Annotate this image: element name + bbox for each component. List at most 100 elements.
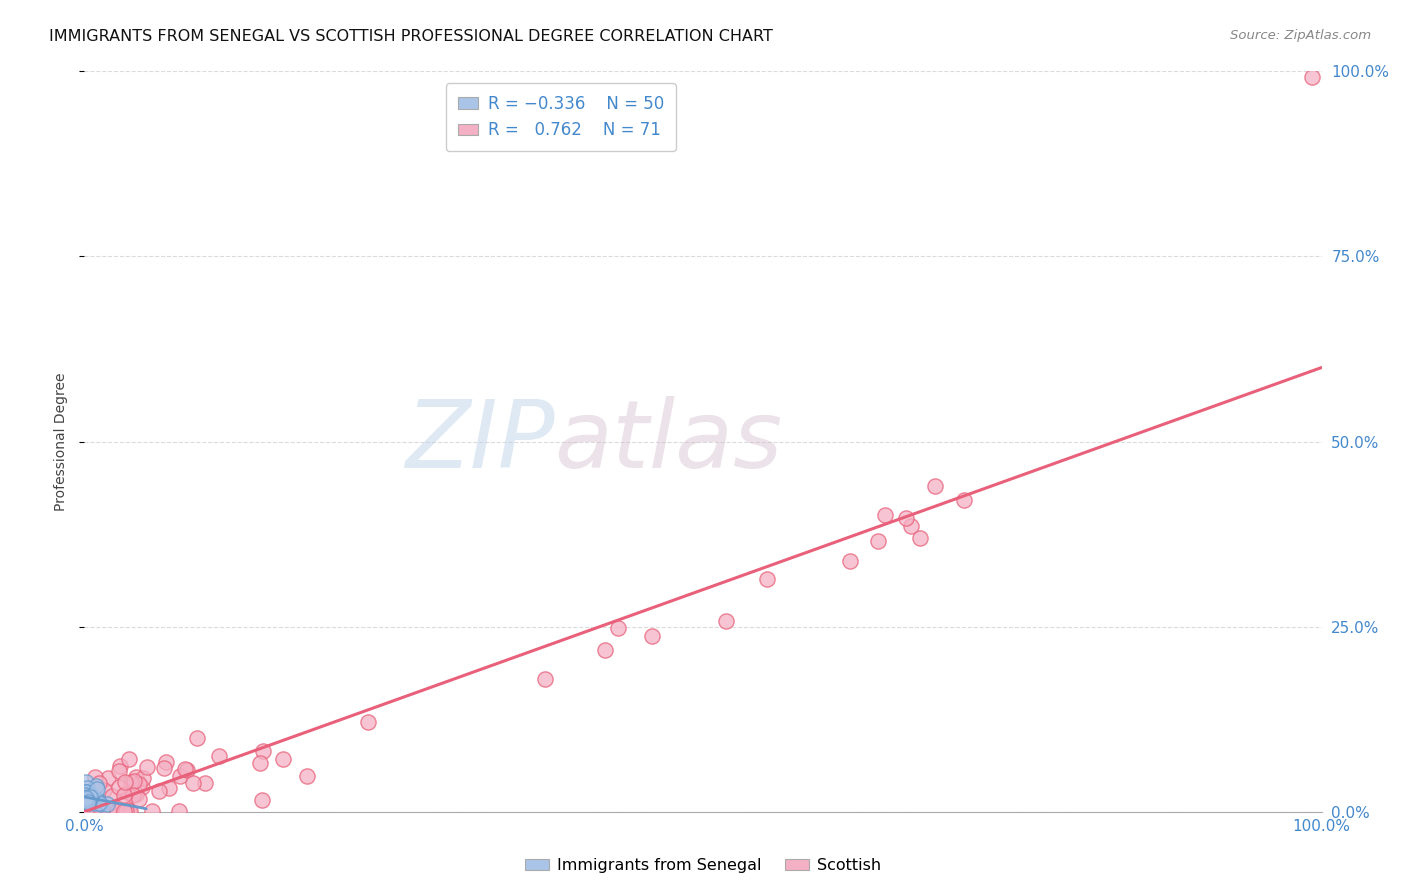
Point (136, 760, 159, 774)
Point (121, 788, 143, 802)
Point (87, 796, 110, 810)
Text: IMMIGRANTS FROM SENEGAL VS SCOTTISH PROFESSIONAL DEGREE CORRELATION CHART: IMMIGRANTS FROM SENEGAL VS SCOTTISH PROF… (49, 29, 773, 44)
Point (128, 777, 150, 791)
Point (80, 789, 103, 804)
Point (900, 518, 922, 533)
Point (76, 791, 98, 805)
Point (1301, 70, 1323, 85)
Point (83, 797, 105, 811)
Point (924, 479, 946, 493)
Point (76, 795, 98, 809)
Point (252, 744, 274, 758)
Point (73, 796, 96, 810)
Point (75, 791, 97, 805)
Y-axis label: Professional Degree: Professional Degree (55, 372, 69, 511)
Point (114, 804, 136, 818)
Point (194, 776, 217, 790)
Point (105, 804, 128, 818)
Point (75, 791, 97, 805)
Point (593, 643, 616, 657)
Point (77, 789, 100, 804)
Point (75, 793, 97, 807)
Point (75, 789, 97, 803)
Point (128, 792, 150, 806)
Point (910, 531, 932, 545)
Legend: Immigrants from Senegal, Scottish: Immigrants from Senegal, Scottish (519, 852, 887, 880)
Point (77, 789, 100, 803)
Point (249, 756, 271, 771)
Point (155, 756, 177, 770)
Point (97, 803, 120, 817)
Point (76, 789, 98, 803)
Point (77, 795, 100, 809)
Point (75, 789, 97, 803)
Point (533, 672, 555, 686)
Point (86, 782, 108, 797)
Point (173, 762, 195, 776)
Point (75, 795, 97, 809)
Point (756, 572, 779, 586)
Point (641, 629, 664, 643)
Point (112, 804, 135, 818)
Point (108, 759, 131, 773)
Point (157, 781, 180, 796)
Point (208, 748, 231, 763)
Point (98, 804, 121, 818)
Point (80, 794, 103, 808)
Point (77, 789, 100, 804)
Point (80, 795, 103, 809)
Text: ZIP: ZIP (405, 396, 554, 487)
Point (76, 795, 98, 809)
Point (77, 804, 100, 818)
Point (75, 775, 97, 789)
Point (295, 769, 318, 783)
Point (75, 788, 97, 802)
Point (80, 790, 103, 805)
Point (153, 761, 176, 775)
Point (96, 797, 118, 811)
Point (84, 779, 107, 793)
Point (108, 764, 131, 778)
Point (181, 776, 204, 790)
Point (839, 554, 862, 568)
Point (118, 804, 141, 818)
Point (79, 804, 101, 818)
Point (75, 785, 97, 799)
Point (716, 614, 738, 628)
Point (107, 780, 129, 794)
Point (125, 770, 148, 784)
Point (186, 731, 208, 745)
Point (76, 789, 98, 804)
Point (115, 784, 138, 798)
Point (112, 788, 135, 802)
Point (90, 803, 112, 817)
Point (79, 796, 101, 810)
Point (97, 772, 120, 786)
Point (79, 795, 101, 809)
Point (271, 752, 294, 766)
Point (118, 804, 141, 818)
Point (252, 793, 274, 807)
Point (873, 508, 896, 523)
Point (87, 794, 110, 808)
Point (76, 788, 98, 802)
Point (132, 771, 155, 785)
Point (84, 770, 107, 784)
Point (125, 787, 148, 801)
Point (107, 804, 129, 818)
Point (73, 791, 96, 805)
Point (114, 775, 136, 789)
Point (79, 793, 101, 807)
Point (953, 493, 976, 508)
Point (167, 804, 190, 818)
Point (91, 804, 114, 818)
Point (606, 621, 628, 635)
Point (80, 794, 103, 808)
Point (76, 780, 98, 795)
Text: atlas: atlas (554, 396, 783, 487)
Point (118, 751, 141, 765)
Point (73, 789, 96, 803)
Point (93, 782, 115, 797)
Point (77, 791, 100, 805)
Point (76, 796, 98, 810)
